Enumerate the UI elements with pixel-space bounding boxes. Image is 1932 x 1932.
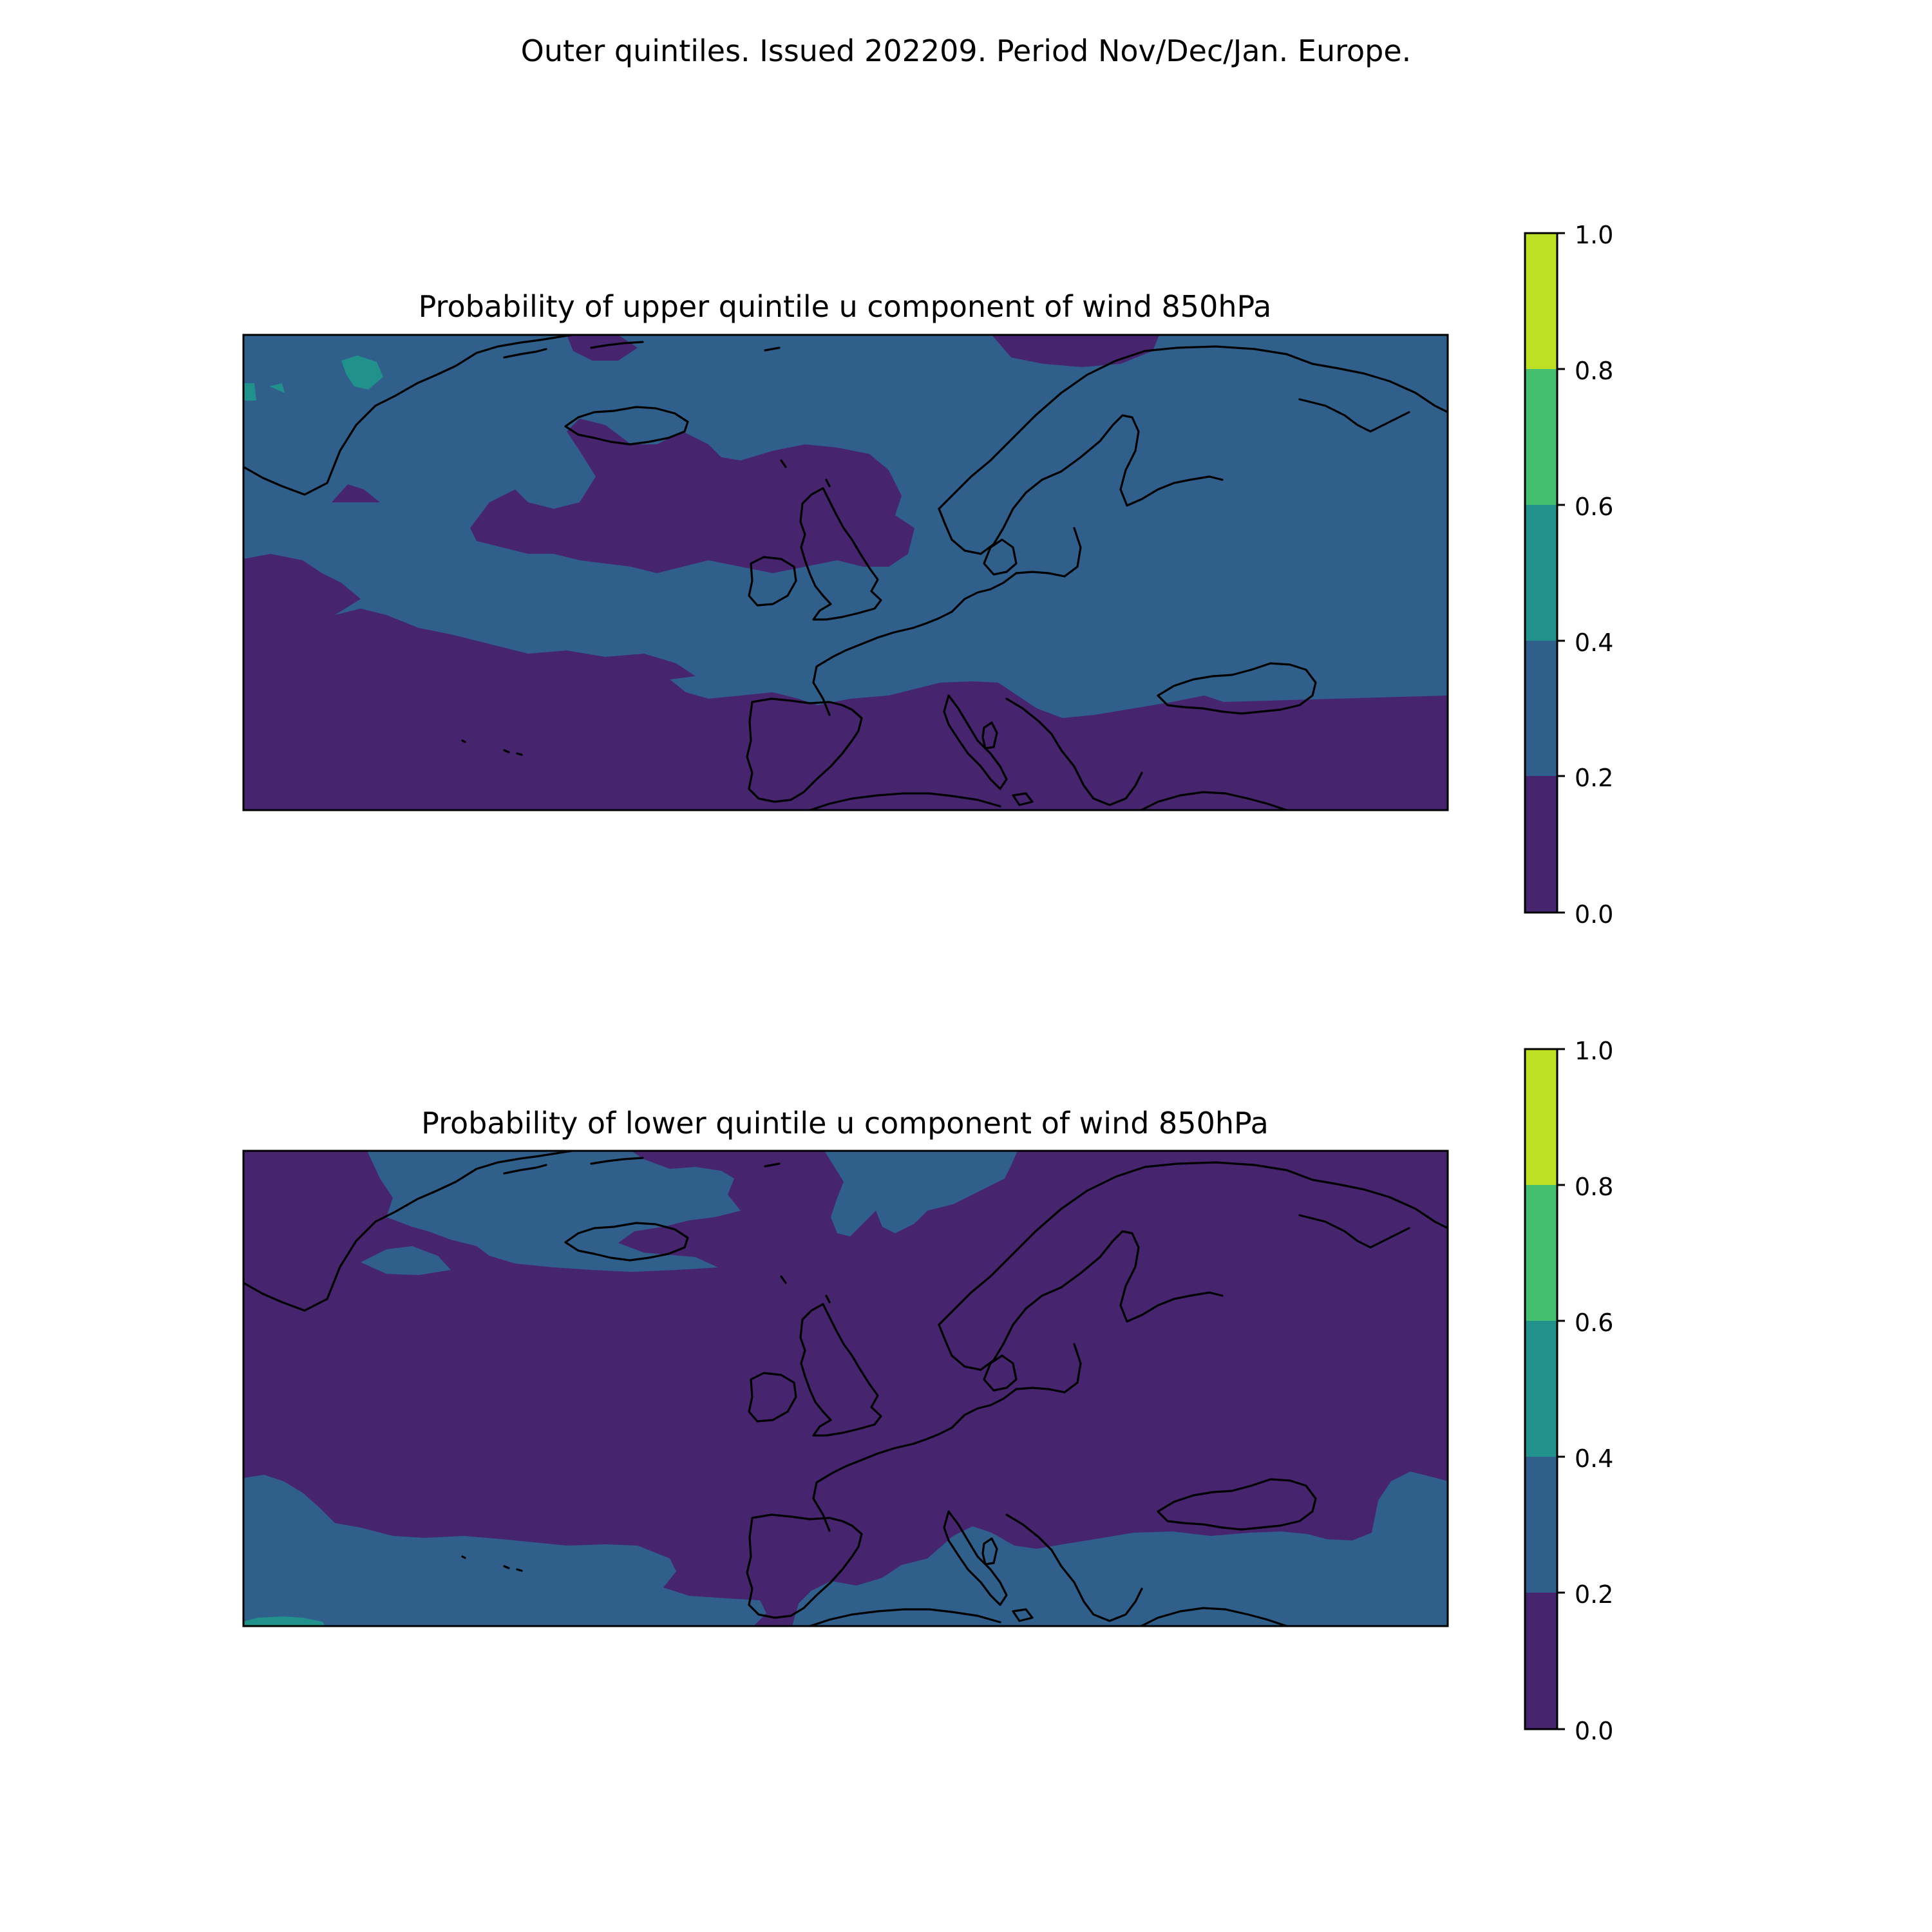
colorbar-2-bin-3 xyxy=(1525,1185,1557,1321)
panel-2-title: Probability of lower quintile u componen… xyxy=(421,1106,1269,1141)
colorbar-1-tick-4: 0.8 xyxy=(1575,357,1613,385)
figure-suptitle: Outer quintiles. Issued 202209. Period N… xyxy=(521,33,1412,68)
panel-2-colorbar: 0.0 0.2 0.4 0.6 0.8 1.0 xyxy=(1524,1037,1613,1745)
colorbar-1-tick-5: 1.0 xyxy=(1575,221,1613,249)
colorbar-2-bin-0 xyxy=(1525,1593,1557,1729)
panel-1-greenland-patch xyxy=(332,484,380,502)
panel-2-north-region xyxy=(367,1151,741,1272)
colorbar-1-tick-3: 0.6 xyxy=(1575,493,1613,521)
colorbar-1-bin-0 xyxy=(1525,776,1557,913)
panel-1-greenland-spot xyxy=(341,355,383,390)
panel-1-arctic-patch xyxy=(567,335,638,361)
colorbar-1-bin-2 xyxy=(1525,505,1557,641)
panel-2-north-region-2 xyxy=(824,1151,1018,1236)
colorbar-2-frame xyxy=(1524,1048,1558,1730)
panel-1-colorbar: 0.0 0.2 0.4 0.6 0.8 1.0 xyxy=(1524,221,1613,929)
colorbar-1-bin-1 xyxy=(1525,641,1557,776)
colorbar-2-tick-5: 1.0 xyxy=(1575,1037,1613,1065)
colorbar-2-bin-1 xyxy=(1525,1457,1557,1593)
panel-2-south-region xyxy=(243,1475,766,1626)
panel-1-title: Probability of upper quintile u componen… xyxy=(419,289,1272,324)
colorbar-1-tick-0: 0.0 xyxy=(1575,900,1613,929)
colorbar-2-bin-2 xyxy=(1525,1321,1557,1457)
colorbar-1-tick-2: 0.4 xyxy=(1575,629,1613,657)
panel-1-greenland-spot-2 xyxy=(243,383,256,401)
panel-2-frame xyxy=(242,1150,1449,1627)
panel-1-greenland-spot-3 xyxy=(269,383,285,393)
panel-2-greenland-patch xyxy=(361,1246,451,1275)
colorbar-2-bin-4 xyxy=(1525,1049,1557,1185)
colorbar-2-tick-2: 0.4 xyxy=(1575,1444,1613,1473)
colorbar-1-tick-1: 0.2 xyxy=(1575,764,1613,792)
panel-1-frame xyxy=(242,334,1449,811)
colorbar-2-tick-0: 0.0 xyxy=(1575,1717,1613,1745)
panel-2-southwest-spot xyxy=(243,1616,325,1626)
panel-1-map xyxy=(243,335,1448,810)
colorbar-2-tick-3: 0.6 xyxy=(1575,1309,1613,1337)
panel-2-med-region xyxy=(792,1472,1448,1626)
colorbar-1-frame xyxy=(1524,232,1558,914)
colorbar-1-bin-3 xyxy=(1525,369,1557,505)
panel-2-map xyxy=(243,1151,1448,1626)
colorbar-2-tick-4: 0.8 xyxy=(1575,1173,1613,1201)
colorbar-1-bin-4 xyxy=(1525,233,1557,369)
colorbar-2-tick-1: 0.2 xyxy=(1575,1580,1613,1609)
panel-1-south-region xyxy=(243,554,1448,810)
panel-1-atlantic-region xyxy=(470,419,914,573)
panel-1-arctic-patch-2 xyxy=(992,335,1159,367)
